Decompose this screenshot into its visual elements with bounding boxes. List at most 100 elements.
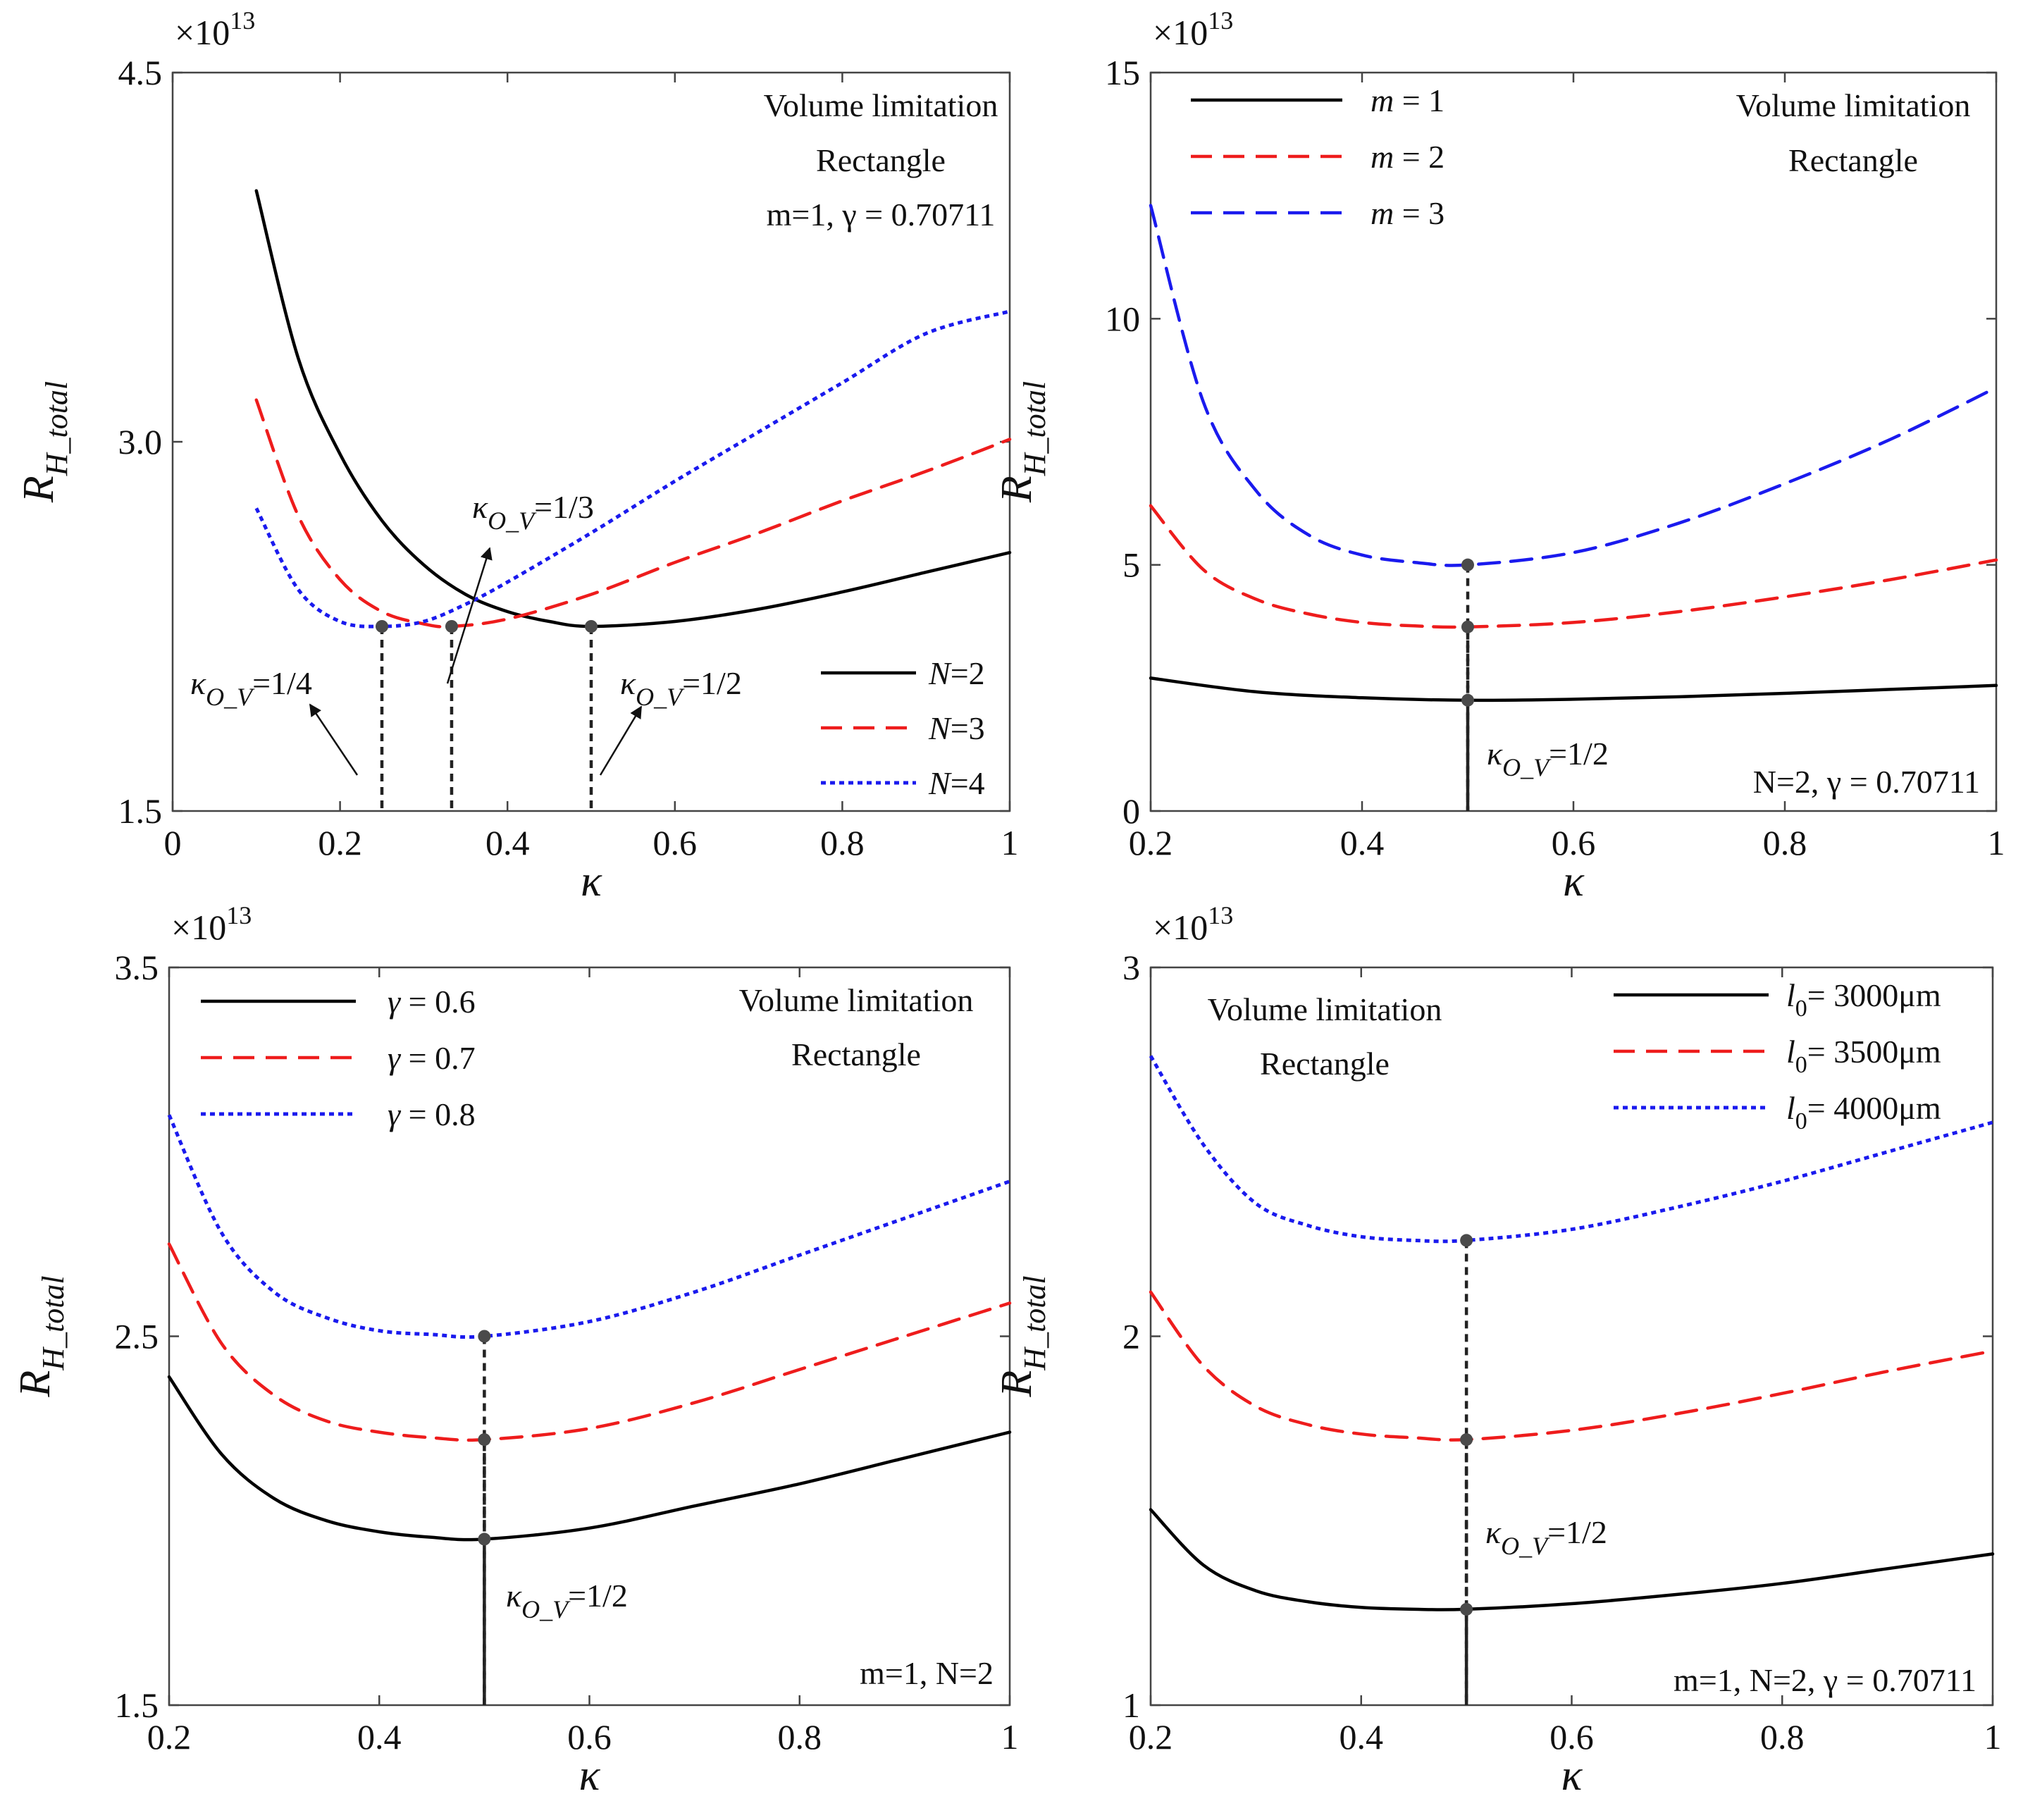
optimum-marker: [478, 1533, 491, 1546]
annotation-line-3: m=1, N=2, γ = 0.70711: [1674, 1662, 1976, 1698]
annotation-line-1: Volume limitation: [764, 87, 998, 123]
optimum-label: κO_V=1/4: [190, 665, 312, 711]
x-tick-label: 0.4: [485, 823, 530, 862]
series-line-2: [1149, 1290, 1995, 1442]
optimum-label-subscript: O_V: [1501, 1532, 1550, 1560]
optimum-label: κO_V=1/3: [472, 489, 594, 535]
legend-label-subscript: 0: [1795, 1108, 1807, 1134]
y-multiplier: ×1013: [1153, 6, 1233, 52]
x-tick-label: 0.8: [1763, 823, 1807, 862]
x-tick-label: 0: [164, 823, 182, 862]
legend-label-value: = 3000μm: [1807, 977, 1941, 1013]
annotation-line-3: m=1, N=2: [860, 1655, 994, 1691]
x-tick-label: 1: [1001, 1717, 1019, 1757]
y-axis-label: RH_total: [15, 381, 74, 503]
series-line-2: [167, 1242, 1012, 1442]
legend-label-1: γ = 0.6: [388, 984, 476, 1020]
optimum-arrow: [599, 705, 643, 776]
x-tick-label: 1: [1988, 823, 2005, 862]
optimum-label-subscript: O_V: [1502, 753, 1552, 781]
y-label-subscript: H_total: [1017, 381, 1052, 476]
x-axis-label: κ: [1561, 1752, 1583, 1800]
multiplier-exponent: 13: [226, 901, 252, 929]
x-axis-label: κ: [1563, 858, 1585, 905]
legend-label-3: γ = 0.8: [388, 1096, 476, 1132]
x-tick-label: 0.4: [1340, 823, 1385, 862]
optimum-marker: [1460, 1234, 1473, 1247]
optimum-label-subscript: O_V: [206, 683, 255, 711]
multiplier-exponent: 13: [230, 6, 255, 35]
y-axis-label: RH_total: [11, 1275, 70, 1397]
x-tick-label: 0.2: [1129, 1717, 1173, 1757]
y-tick-label: 10: [1105, 299, 1140, 338]
multiplier-base: ×10: [175, 13, 230, 52]
y-multiplier: ×1013: [175, 6, 255, 52]
series-line-1: [1149, 1508, 1995, 1611]
legend-label-1: N=2: [928, 655, 985, 691]
legend-label-1: l0= 3000μm: [1786, 977, 1941, 1022]
y-label-main: R: [993, 476, 1041, 503]
panel-n-comparison: 0 0.2 0.4 0.6 0.8 11.53.04.5×1013κRH_totalκO_…: [15, 6, 1019, 905]
annotation-line-1: Volume limitation: [1208, 991, 1442, 1027]
legend-label-symbol: m: [1371, 139, 1394, 175]
annotation-line-2: Rectangle: [1260, 1046, 1390, 1082]
y-multiplier: ×1013: [1153, 901, 1233, 947]
legend-label-symbol: l: [1786, 977, 1795, 1013]
x-axis-label: κ: [581, 858, 602, 905]
y-tick-label: 3: [1122, 948, 1140, 987]
optimum-label-kappa: κ: [1487, 736, 1503, 772]
legend-label-symbol: γ: [388, 984, 402, 1020]
series-line-1: [1149, 676, 1998, 702]
y-tick-label: 0: [1122, 791, 1140, 831]
y-tick-label: 4.5: [118, 53, 163, 92]
x-tick-label: 0.2: [1129, 823, 1173, 862]
legend-label-2: l0= 3500μm: [1786, 1034, 1941, 1078]
legend-label-1: m = 1: [1371, 82, 1444, 118]
legend-label-value: = 3: [1394, 195, 1444, 231]
y-axis-label: RH_total: [993, 381, 1052, 503]
y-tick-label: 1.5: [118, 791, 163, 831]
x-tick-label: 1: [1984, 1717, 2002, 1757]
series-line-3: [254, 309, 1010, 629]
y-axis-label: RH_total: [993, 1275, 1052, 1397]
annotation-line-3: N=2, γ = 0.70711: [1753, 764, 1980, 800]
legend-label-symbol: N: [928, 765, 952, 801]
optimum-marker: [585, 620, 598, 633]
legend-label-3: N=4: [928, 765, 985, 801]
y-multiplier: ×1013: [171, 901, 252, 947]
x-tick-label: 0.6: [1552, 823, 1596, 862]
optimum-label-kappa: κ: [1485, 1514, 1502, 1550]
y-tick-label: 1: [1122, 1685, 1140, 1725]
optimum-marker: [1460, 1433, 1473, 1447]
legend-label-subscript: 0: [1795, 1052, 1807, 1078]
optimum-label: κO_V=1/2: [506, 1578, 628, 1623]
optimum-label-value: =1/2: [568, 1578, 628, 1614]
x-tick-label: 0.8: [778, 1717, 822, 1757]
legend-label-value: = 0.8: [400, 1096, 475, 1132]
series-line-3: [167, 1114, 1010, 1339]
optimum-marker: [1461, 558, 1474, 571]
series-line-2: [1149, 504, 1998, 629]
legend-label-2: γ = 0.7: [388, 1040, 476, 1076]
optimum-marker: [1461, 620, 1474, 633]
legend-label-2: N=3: [928, 710, 985, 746]
legend-label-value: = 3500μm: [1807, 1034, 1941, 1070]
multiplier-exponent: 13: [1208, 6, 1233, 35]
y-label-subscript: H_total: [1017, 1275, 1052, 1370]
x-tick-label: 0.2: [318, 823, 362, 862]
x-tick-label: 0.4: [1340, 1717, 1384, 1757]
legend-label-symbol: m: [1371, 195, 1394, 231]
y-tick-label: 2: [1122, 1317, 1140, 1356]
x-tick-label: 0.8: [1760, 1717, 1805, 1757]
optimum-marker: [376, 620, 388, 633]
optimum-label-subscript: O_V: [521, 1595, 571, 1623]
y-label-main: R: [993, 1370, 1041, 1398]
x-tick-label: 0.8: [820, 823, 865, 862]
optimum-label-kappa: κ: [506, 1578, 522, 1614]
legend-label-value: = 1: [1394, 82, 1444, 118]
y-tick-label: 5: [1122, 545, 1140, 585]
panel-l0-comparison: 0.2 0.4 0.6 0.8 1123×1013κRH_totalκO_V=1/2Vo…: [993, 901, 2002, 1800]
series-line-3: [1149, 1055, 1993, 1244]
legend-label-value: = 4000μm: [1807, 1090, 1941, 1126]
